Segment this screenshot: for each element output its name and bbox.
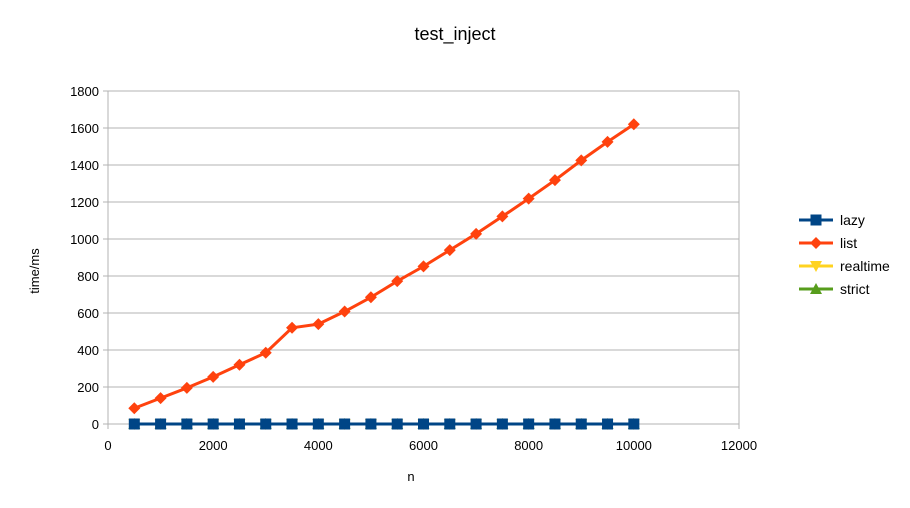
y-tick-label: 800: [77, 269, 99, 284]
data-point-list: [154, 392, 167, 405]
x-tick-label: 8000: [514, 438, 543, 453]
legend-marker-realtime: [810, 261, 822, 272]
y-tick-label: 1400: [70, 158, 99, 173]
data-point-list: [259, 346, 272, 359]
data-point-list: [364, 291, 377, 304]
x-axis-label: n: [407, 469, 414, 484]
y-tick-label: 0: [92, 417, 99, 432]
data-point-list: [627, 118, 640, 131]
legend-marker-lazy: [810, 214, 822, 226]
data-point-lazy: [207, 418, 219, 430]
data-point-lazy: [128, 418, 140, 430]
data-point-list: [601, 135, 614, 148]
data-point-lazy: [233, 418, 245, 430]
legend-label-lazy: lazy: [840, 212, 865, 228]
data-point-lazy: [523, 418, 535, 430]
data-point-lazy: [181, 418, 193, 430]
y-tick-label: 1200: [70, 195, 99, 210]
x-tick-label: 12000: [721, 438, 757, 453]
data-point-lazy: [260, 418, 272, 430]
legend: lazy list realtime strict: [799, 212, 890, 297]
data-point-list: [207, 370, 220, 383]
data-point-list: [128, 402, 141, 415]
y-tick-label: 1600: [70, 121, 99, 136]
x-tick-label: 6000: [409, 438, 438, 453]
series-line-list: [133, 123, 635, 410]
data-point-list: [233, 358, 246, 371]
data-point-lazy: [312, 418, 324, 430]
chart-title: test_inject: [414, 24, 495, 45]
y-tick-label: 600: [77, 306, 99, 321]
data-point-lazy: [339, 418, 351, 430]
data-point-list: [417, 260, 430, 273]
x-tick-label: 4000: [304, 438, 333, 453]
data-point-list: [443, 244, 456, 257]
data-point-lazy: [602, 418, 614, 430]
data-point-list: [312, 318, 325, 331]
legend-item-realtime: realtime: [799, 258, 890, 274]
y-tick-label: 200: [77, 380, 99, 395]
data-point-lazy: [286, 418, 298, 430]
data-point-list: [575, 154, 588, 167]
data-point-list: [338, 305, 351, 318]
legend-label-strict: strict: [840, 281, 870, 297]
x-tick-label: 0: [104, 438, 111, 453]
data-point-lazy: [155, 418, 167, 430]
data-point-lazy: [365, 418, 377, 430]
legend-label-realtime: realtime: [840, 258, 890, 274]
y-tick-label: 1800: [70, 84, 99, 99]
data-point-list: [470, 227, 483, 240]
data-point-lazy: [444, 418, 456, 430]
series-list: [128, 118, 640, 415]
legend-item-lazy: lazy: [799, 212, 865, 228]
x-tick-label: 10000: [616, 438, 652, 453]
tick-labels: 0 200 400 600 800 1000 1200 1400 1600 1800 0 2000 40…: [70, 84, 757, 453]
y-tick-label: 400: [77, 343, 99, 358]
series-lazy: [128, 418, 640, 430]
plot-area: [128, 118, 640, 430]
legend-item-list: list: [799, 235, 857, 251]
data-point-lazy: [470, 418, 482, 430]
data-point-lazy: [496, 418, 508, 430]
legend-marker-list: [810, 237, 822, 249]
data-point-lazy: [391, 418, 403, 430]
legend-marker-strict: [810, 283, 822, 294]
data-point-list: [496, 210, 509, 223]
data-point-lazy: [418, 418, 429, 430]
data-point-list: [522, 192, 535, 205]
data-point-list: [286, 321, 299, 334]
data-point-lazy: [628, 418, 640, 430]
data-point-list: [548, 174, 561, 187]
grid: [108, 90, 739, 425]
y-axis-label: time/ms: [27, 248, 42, 294]
legend-label-list: list: [840, 235, 857, 251]
data-point-list: [391, 275, 404, 288]
data-point-lazy: [575, 418, 587, 430]
legend-item-strict: strict: [799, 281, 870, 297]
axes: [103, 90, 740, 429]
data-point-lazy: [549, 418, 561, 430]
x-tick-label: 2000: [199, 438, 228, 453]
data-point-list: [180, 381, 193, 394]
y-tick-label: 1000: [70, 232, 99, 247]
